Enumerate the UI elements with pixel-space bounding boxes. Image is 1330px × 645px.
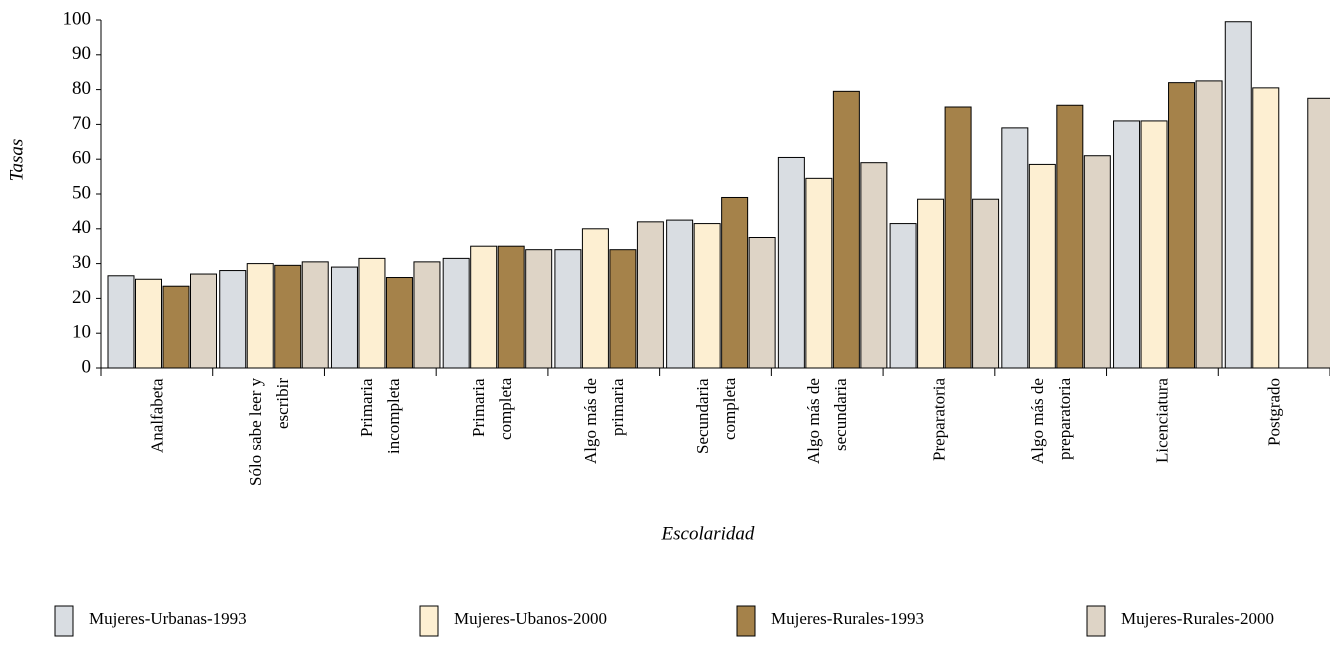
bar (944, 106, 972, 369)
bar (219, 270, 247, 369)
bar (748, 237, 776, 369)
bar (917, 198, 945, 369)
y-tick-label: 70 (72, 113, 91, 134)
bar (358, 257, 386, 369)
x-tick-label: Postgrado (1264, 378, 1284, 446)
bar (1252, 87, 1280, 369)
legend-label: Mujeres-Ubanos-2000 (454, 609, 607, 628)
y-tick-label: 0 (82, 356, 92, 377)
bar (972, 198, 1000, 369)
x-tick-label: Preparatoria (929, 378, 949, 462)
y-tick-label: 100 (63, 8, 92, 29)
y-tick-label: 80 (72, 78, 91, 99)
y-tick-label: 90 (72, 43, 91, 64)
bar (470, 245, 498, 369)
y-tick-label: 50 (72, 182, 91, 203)
bar (413, 261, 441, 369)
y-tick-label: 10 (72, 322, 91, 343)
x-tick-label: Algo más de primaria (580, 378, 627, 464)
bar (135, 278, 162, 369)
y-tick-label: 20 (72, 287, 91, 308)
bar (1028, 163, 1056, 369)
bar (1307, 97, 1330, 369)
legend-label: Mujeres-Rurales-1993 (771, 609, 924, 628)
x-axis-title: Escolaridad (661, 523, 755, 544)
bar (442, 257, 470, 369)
bar (832, 90, 860, 369)
bar (1140, 120, 1168, 369)
bar (162, 285, 190, 369)
bar (190, 273, 217, 369)
bar (107, 275, 135, 369)
bar (1056, 104, 1084, 369)
y-tick-label: 30 (72, 252, 91, 273)
bar (581, 228, 609, 369)
bar (1195, 80, 1223, 369)
x-tick-label: Primaria incompleta (357, 378, 404, 454)
bar (609, 249, 637, 369)
y-axis-title: Tasas (6, 139, 27, 182)
bar (666, 219, 694, 369)
bar (497, 245, 525, 369)
bar (777, 156, 805, 369)
bar (246, 263, 274, 369)
bar (860, 162, 888, 369)
x-tick-label: Licenciatura (1152, 378, 1172, 463)
bar (385, 277, 413, 369)
bar (554, 249, 582, 369)
legend-swatch (736, 605, 756, 637)
bar (525, 249, 553, 369)
y-tick-label: 60 (72, 148, 91, 169)
bar (889, 223, 917, 369)
bar (1001, 127, 1029, 369)
x-tick-label: Analfabeta (147, 378, 167, 453)
bar (693, 223, 721, 369)
bar (805, 177, 833, 369)
y-tick-label: 40 (72, 217, 91, 238)
x-tick-label: Primaria completa (469, 378, 516, 441)
x-tick-label: Sólo sabe leer y escribir (245, 378, 292, 487)
bar (301, 261, 329, 369)
legend-label: Mujeres-Rurales-2000 (1121, 609, 1274, 628)
legend-swatch (54, 605, 74, 637)
bar (1224, 21, 1252, 369)
bar (330, 266, 358, 369)
x-tick-label: Algo más de preparatoria (1027, 378, 1074, 464)
bar (274, 264, 302, 369)
bar (721, 196, 749, 369)
legend-label: Mujeres-Urbanas-1993 (89, 609, 247, 628)
bar (1083, 155, 1111, 369)
bar (1168, 82, 1196, 369)
x-tick-label: Algo más de secundaria (804, 378, 851, 464)
x-tick-label: Secundaria completa (692, 378, 739, 454)
legend-swatch (419, 605, 439, 637)
bar (636, 221, 664, 369)
legend-swatch (1086, 605, 1106, 637)
bar (1113, 120, 1141, 369)
